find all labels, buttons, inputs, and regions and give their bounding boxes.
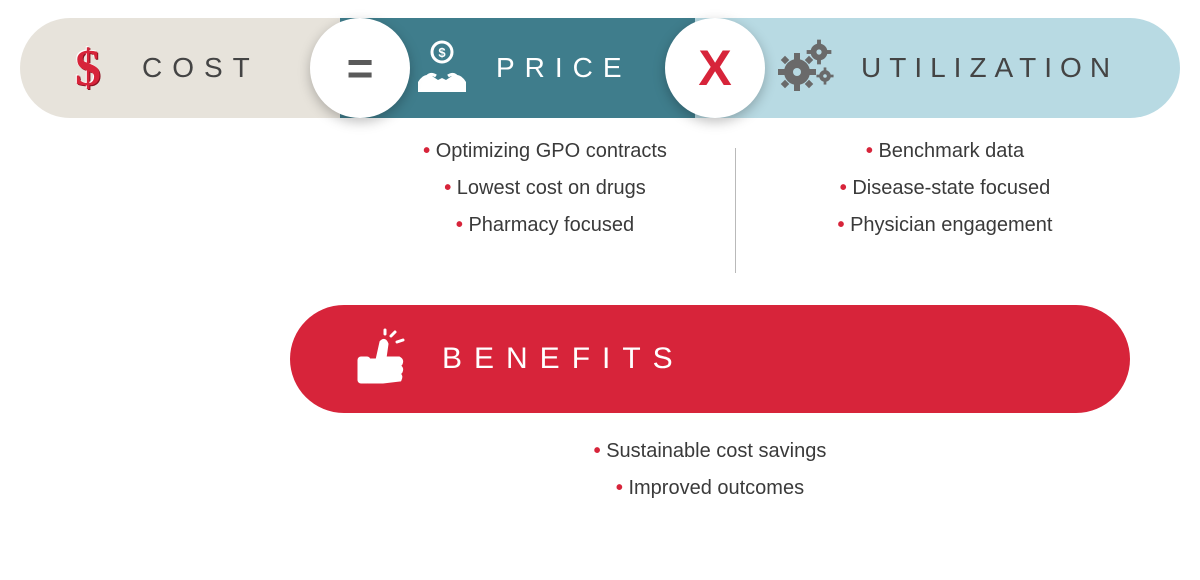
benefits-bullet: Improved outcomes [616,477,804,500]
utilization-segment: UTILIZATION [695,18,1180,118]
utilization-bullets: Benchmark data Disease-state focused Phy… [780,140,1110,237]
price-bullet: Optimizing GPO contracts [423,140,667,163]
thumbs-up-icon [350,327,414,391]
bullets-row: Optimizing GPO contracts Lowest cost on … [0,140,1200,300]
benefits-label: BENEFITS [442,342,685,376]
price-label: PRICE [496,52,632,84]
equals-operator: = [310,18,410,118]
svg-text:$: $ [438,45,446,60]
benefits-bullets: Sustainable cost savings Improved outcom… [290,440,1130,500]
cost-label: COST [142,52,260,84]
times-operator: X [665,18,765,118]
hands-coin-icon: $ [410,36,474,100]
price-bullets: Optimizing GPO contracts Lowest cost on … [395,140,695,237]
equals-symbol: = [347,41,374,95]
dollar-icon: $ [56,36,120,100]
utilization-bullet: Benchmark data [866,140,1024,163]
bullets-divider [735,148,736,273]
cost-segment: $ COST [20,18,340,118]
formula-bar: $ COST $ PRICE [20,18,1180,118]
benefits-bullet: Sustainable cost savings [594,440,827,463]
utilization-label: UTILIZATION [861,52,1118,84]
utilization-bullet: Physician engagement [838,214,1053,237]
price-bullet: Pharmacy focused [456,214,634,237]
times-symbol: X [698,39,731,97]
benefits-bar: BENEFITS [290,305,1130,413]
utilization-bullet: Disease-state focused [840,177,1050,200]
price-bullet: Lowest cost on drugs [444,177,646,200]
gears-icon [775,36,839,100]
